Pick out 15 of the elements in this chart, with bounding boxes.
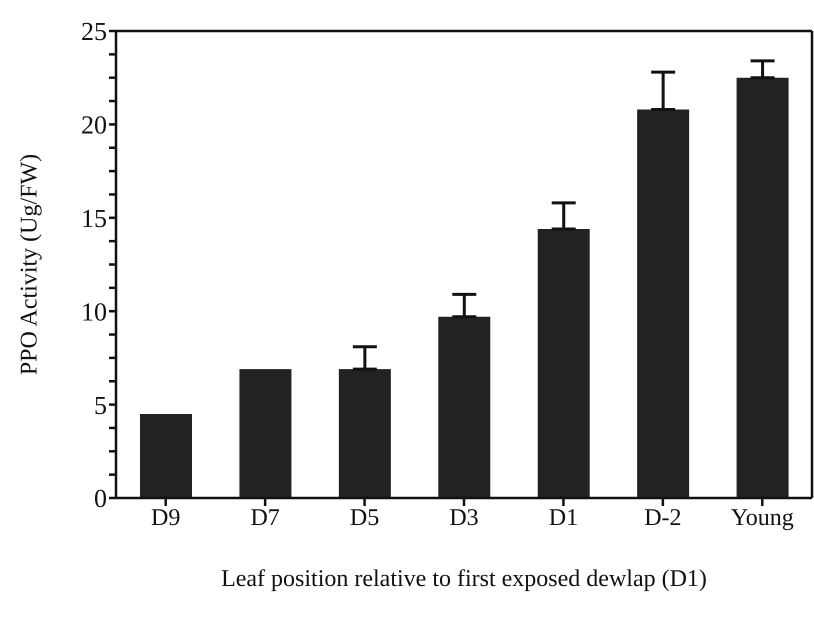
y-tick-label: 5 <box>94 390 107 420</box>
y-tick-label: 0 <box>94 484 107 514</box>
x-axis-title: Leaf position relative to first exposed dewlap (D1) <box>221 566 707 592</box>
x-tick-label: Young <box>730 505 794 532</box>
y-tick-label: 15 <box>81 204 107 234</box>
y-axis-title: PPO Activity (Ug/FW) <box>16 154 43 376</box>
x-tick-label: D-2 <box>644 505 682 532</box>
y-tick-label: 25 <box>81 17 107 46</box>
y-tick-label: 10 <box>81 297 107 326</box>
x-tick-label: D3 <box>449 505 479 532</box>
x-tick-label: D9 <box>151 505 180 532</box>
x-tick-label: D1 <box>548 505 578 532</box>
x-tick-label: D5 <box>350 505 380 532</box>
y-tick-label: 20 <box>81 110 107 140</box>
x-tick-label: D7 <box>250 505 280 532</box>
